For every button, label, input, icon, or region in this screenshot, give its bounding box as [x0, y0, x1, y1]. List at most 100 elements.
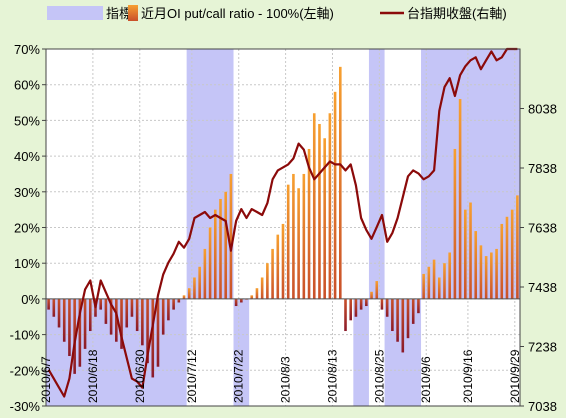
bar-23: [167, 298, 170, 321]
bar-71: [417, 298, 420, 314]
bar-30: [203, 248, 207, 299]
bar-29: [198, 266, 201, 299]
bar-49: [302, 173, 306, 299]
bar-86: [495, 248, 498, 299]
bar-27: [187, 288, 191, 299]
y-left-tick-label: 20%: [14, 221, 40, 236]
bar-32: [213, 209, 217, 299]
indicator-region-2: [233, 298, 250, 406]
bar-78: [453, 148, 457, 299]
bar-6: [78, 298, 82, 367]
bar-65: [385, 298, 389, 317]
y-left-tick-label: 10%: [14, 256, 40, 271]
indicator-region-4: [368, 49, 385, 299]
x-tick-label: 2010/6/7: [39, 356, 53, 403]
bar-58: [349, 298, 353, 321]
bar-15: [125, 298, 129, 328]
bar-44: [276, 234, 280, 299]
bar-25: [177, 298, 181, 303]
right-axis-ticks: 8038 7838 7638 7438 7238 7038: [520, 102, 557, 414]
bar-59: [354, 298, 358, 317]
bar-10: [99, 298, 102, 310]
bar-77: [448, 252, 451, 299]
bar-39: [250, 295, 254, 299]
bar-62: [370, 291, 373, 299]
bar-52: [318, 123, 321, 299]
bar-55: [333, 91, 337, 299]
y-left-tick-label: 70%: [14, 42, 40, 57]
bar-series: [47, 66, 519, 378]
bar-47: [292, 173, 295, 299]
bar-3: [62, 298, 66, 342]
x-tick-label: 2010/8/3: [279, 356, 293, 403]
bar-57: [344, 298, 347, 332]
bar-22: [161, 298, 165, 335]
bar-84: [484, 256, 488, 299]
bar-79: [458, 98, 462, 299]
legend-label: 指標: [106, 6, 132, 21]
bar-70: [411, 298, 415, 324]
bar-18: [141, 298, 144, 346]
close-line-series: [47, 47, 518, 398]
bar-80: [464, 209, 467, 299]
bar-73: [427, 266, 431, 299]
bar-72: [422, 273, 425, 299]
y-left-tick-label: 30%: [14, 185, 40, 200]
y-right-tick-label: 7238: [528, 340, 557, 355]
bar-87: [500, 223, 504, 299]
bar-48: [297, 188, 300, 299]
x-tick-label: 2010/9/16: [461, 349, 475, 403]
bar-85: [490, 252, 493, 299]
bar-83: [479, 245, 483, 299]
y-right-tick-label: 8038: [528, 102, 557, 117]
bar-13: [115, 298, 118, 342]
y-right-tick-label: 7638: [528, 221, 557, 236]
y-left-tick-label: -30%: [10, 399, 41, 414]
bar-50: [307, 148, 311, 299]
bar-26: [182, 295, 186, 299]
y-left-tick-label: 0%: [21, 292, 40, 307]
bar-24: [172, 298, 175, 310]
legend: 指標 近月OI put/call ratio - 100%(左軸) 台指期收盤(右軸…: [47, 5, 507, 21]
y-right-tick-label: 7838: [528, 161, 557, 176]
bar-67: [396, 298, 399, 342]
x-tick-label: 2010/9/6: [419, 356, 433, 403]
indicator-region-3: [353, 298, 369, 406]
bar-74: [432, 259, 436, 299]
bar-45: [281, 223, 285, 299]
left-axis-ticks: 70% 60% 50% 40% 30% 20% 10% 0% -10% -20% -30%: [10, 42, 46, 414]
bar-43: [271, 248, 274, 299]
x-tick-label: 2010/7/12: [185, 349, 199, 403]
bar-90: [516, 195, 519, 299]
bar-2: [57, 298, 61, 328]
x-tick-label: 2010/8/13: [325, 349, 339, 403]
bar-56: [338, 66, 342, 299]
bar-1: [52, 298, 56, 317]
bar-31: [208, 227, 212, 299]
legend-label: 台指期收盤(右軸): [407, 6, 507, 21]
x-axis-ticks: 2010/6/7 2010/6/18 2010/6/30 2010/7/12 2010/…: [39, 349, 522, 403]
bar-40: [255, 288, 259, 299]
bar-66: [391, 298, 394, 332]
bar-14: [120, 298, 123, 349]
bar-46: [286, 184, 290, 299]
y-right-tick-label: 7038: [528, 399, 557, 414]
bar-69: [406, 298, 410, 339]
legend-label: 近月OI put/call ratio - 100%(左軸): [141, 6, 334, 21]
bar-35: [229, 173, 233, 299]
bar-60: [359, 298, 363, 310]
bar-54: [328, 113, 332, 299]
x-tick-label: 2010/9/29: [508, 349, 522, 403]
x-tick-label: 2010/6/30: [133, 349, 147, 403]
bar-75: [437, 277, 441, 299]
bar-41: [260, 277, 264, 299]
y-left-tick-label: -20%: [10, 363, 41, 378]
x-tick-label: 2010/6/18: [86, 349, 100, 403]
bar-88: [505, 216, 509, 299]
bar-61: [365, 298, 368, 307]
bar-89: [510, 209, 514, 299]
bar-17: [135, 298, 139, 332]
bar-0: [47, 298, 50, 310]
